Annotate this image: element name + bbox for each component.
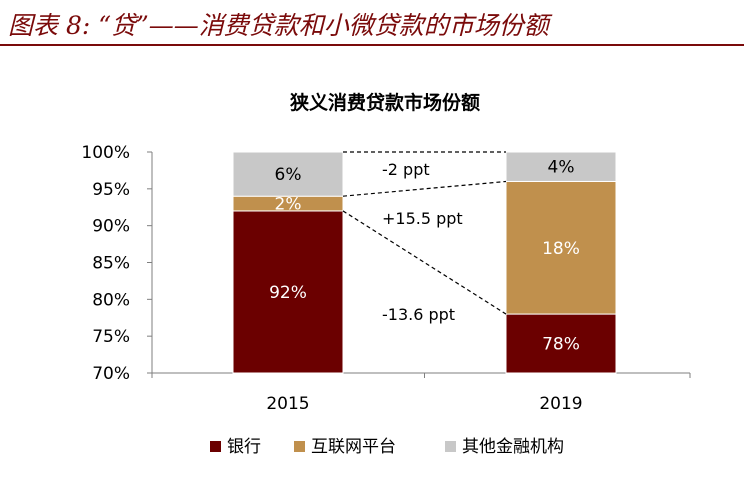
- y-axis: 70% 75% 80% 85% 90% 95% 100%: [81, 143, 153, 384]
- change-annotation: -2 ppt: [382, 160, 430, 179]
- y-tick-label: 90%: [92, 217, 130, 237]
- bar-segment: [505, 151, 617, 182]
- y-tick-label: 95%: [92, 180, 130, 200]
- bars: 92% 2% 6% 78% 18% 4%: [232, 151, 617, 374]
- change-annotation: +15.5 ppt: [382, 209, 463, 228]
- chart-title: 狭义消费贷款市场份额: [289, 91, 480, 114]
- change-annotation: -13.6 ppt: [382, 305, 455, 324]
- bar-segment: [505, 180, 617, 315]
- figure-title: 图表 8: “贷”——消费贷款和小微贷款的市场份额: [8, 11, 549, 40]
- legend-swatch: [445, 441, 456, 452]
- figure-header: 图表 8: “贷”——消费贷款和小微贷款的市场份额: [0, 0, 744, 46]
- x-category-label: 2019: [539, 394, 582, 414]
- bar-segment: [505, 313, 617, 374]
- bar-segment: [232, 210, 344, 374]
- y-tick-label: 100%: [81, 143, 130, 163]
- annotations: -2 ppt +15.5 ppt -13.6 ppt: [382, 160, 463, 324]
- y-tick-label: 80%: [92, 290, 130, 310]
- y-tick-label: 75%: [92, 327, 130, 347]
- y-tick-label: 85%: [92, 254, 130, 274]
- bar-segment: [232, 151, 344, 197]
- y-tick-label: 70%: [92, 364, 130, 384]
- x-axis: 2015 2019: [151, 372, 691, 414]
- bar-data-label: 4%: [548, 158, 575, 178]
- legend: 银行 互联网平台 其他金融机构: [210, 437, 564, 457]
- legend-swatch: [210, 441, 221, 452]
- legend-label: 其他金融机构: [462, 437, 564, 457]
- x-category-label: 2015: [266, 394, 309, 414]
- legend-label: 银行: [227, 437, 261, 457]
- legend-label: 互联网平台: [311, 437, 396, 457]
- bar-data-label: 18%: [542, 239, 580, 259]
- bar-data-label: 2%: [275, 195, 302, 215]
- legend-swatch: [294, 441, 305, 452]
- dashed-connector: [342, 180, 507, 197]
- bar-data-label: 78%: [542, 335, 580, 355]
- bar-data-label: 92%: [269, 283, 307, 303]
- bar-data-label: 6%: [275, 165, 302, 185]
- connector-lines: [342, 151, 507, 315]
